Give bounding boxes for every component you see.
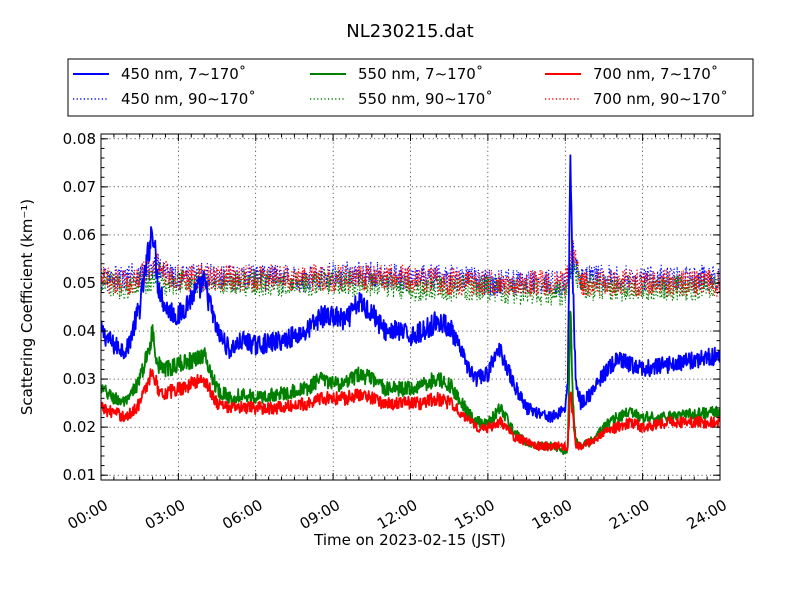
- y-tick-label: 0.05: [63, 274, 96, 292]
- series-line-2: [101, 368, 720, 452]
- x-axis-label: Time on 2023-02-15 (JST): [313, 531, 506, 549]
- legend-label-5: 700 nm, 90∼170˚: [593, 90, 728, 108]
- legend-label-4: 550 nm, 90∼170˚: [358, 90, 493, 108]
- legend: 450 nm, 7∼170˚ 550 nm, 7∼170˚ 700 nm, 7∼17…: [67, 58, 754, 117]
- series-line-1: [101, 310, 720, 456]
- chart-title: NL230215.dat: [346, 21, 473, 42]
- y-tick-label: 0.02: [63, 418, 96, 436]
- series-line-4: [101, 253, 720, 307]
- y-tick-label: 0.03: [63, 370, 96, 388]
- legend-label-3: 450 nm, 90∼170˚: [121, 90, 256, 108]
- y-tick-label: 0.08: [63, 130, 96, 148]
- legend-label-2: 700 nm, 7∼170˚: [593, 65, 718, 83]
- y-tick-label: 0.07: [63, 178, 96, 196]
- legend-frame: [67, 58, 754, 117]
- series-layer: [101, 154, 720, 456]
- series-line-5: [101, 238, 720, 297]
- y-tick-label: 0.01: [63, 466, 96, 484]
- series-line-0: [101, 154, 720, 424]
- legend-label-1: 550 nm, 7∼170˚: [358, 65, 483, 83]
- y-axis-label: Scattering Coefficient (km⁻¹): [18, 199, 36, 415]
- legend-label-0: 450 nm, 7∼170˚: [121, 65, 246, 83]
- y-tick-label: 0.06: [63, 226, 96, 244]
- y-tick-label: 0.04: [63, 322, 96, 340]
- series-line-3: [101, 242, 720, 297]
